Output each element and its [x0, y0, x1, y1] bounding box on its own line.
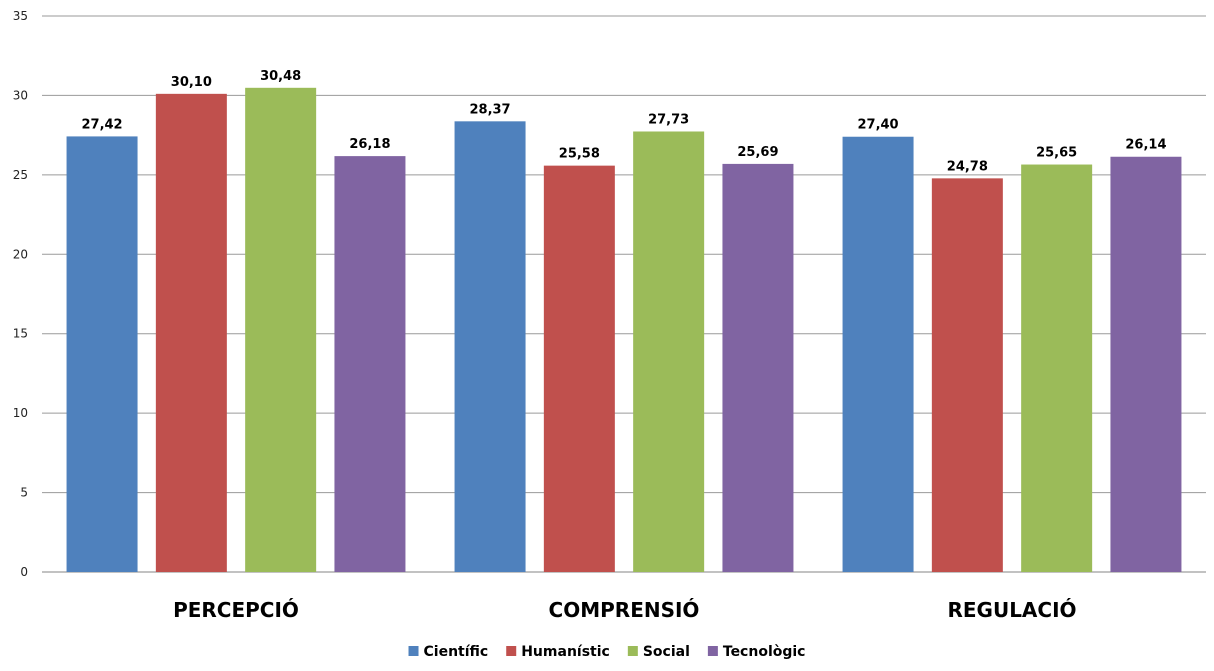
y-tick-label: 5	[20, 486, 28, 500]
legend-label: Humanístic	[521, 644, 610, 660]
data-label: 30,48	[260, 69, 301, 84]
legend-swatch	[707, 646, 718, 656]
bar	[334, 156, 406, 572]
category-label: PERCEPCIÓ	[173, 598, 299, 622]
legend-label: Científic	[424, 644, 489, 660]
data-label: 26,14	[1125, 138, 1166, 153]
category-labels: PERCEPCIÓ COMPRENSIÓ REGULACIÓ	[173, 598, 1076, 622]
bar	[633, 131, 705, 572]
data-label: 25,69	[737, 145, 778, 160]
y-tick-label: 30	[13, 88, 28, 102]
y-tick-label: 35	[13, 9, 28, 23]
grid-lines	[42, 15, 1206, 573]
bar	[1110, 156, 1182, 572]
data-label: 27,40	[857, 118, 898, 133]
data-label: 25,58	[559, 147, 600, 162]
bar	[66, 136, 138, 573]
y-tick-label: 15	[13, 327, 28, 341]
legend-swatch	[408, 646, 419, 656]
category-label: COMPRENSIÓ	[549, 598, 700, 622]
data-labels: 27,42 30,10 30,48 26,18 28,37 25,58 27,73 25,69…	[81, 69, 1166, 175]
data-label: 26,18	[349, 137, 390, 152]
y-tick-label: 0	[20, 565, 28, 579]
data-label: 25,65	[1036, 146, 1077, 161]
bar	[931, 178, 1003, 573]
category-label: REGULACIÓ	[947, 598, 1076, 622]
legend-swatch	[506, 646, 517, 656]
data-label: 27,42	[81, 117, 122, 132]
legend-swatch	[627, 646, 638, 656]
y-tick-label: 25	[13, 168, 28, 182]
data-label: 27,73	[648, 112, 689, 127]
data-label: 30,10	[171, 75, 212, 90]
bar	[722, 163, 794, 572]
data-label: 28,37	[469, 102, 510, 117]
bar	[543, 165, 615, 572]
y-tick-label: 10	[13, 406, 28, 420]
bars	[66, 87, 1182, 573]
bar	[155, 93, 227, 572]
bar	[245, 87, 317, 572]
legend: Científic Humanístic Social Tecnològic	[408, 644, 806, 660]
data-label: 24,78	[947, 159, 988, 174]
bar	[842, 136, 914, 572]
legend-label: Tecnològic	[723, 644, 806, 660]
y-axis-ticks: 0 5 10 15 20 25 30 35	[13, 9, 28, 579]
bar	[454, 121, 526, 572]
legend-label: Social	[643, 644, 690, 660]
y-tick-label: 20	[13, 247, 28, 261]
bar	[1021, 164, 1093, 572]
